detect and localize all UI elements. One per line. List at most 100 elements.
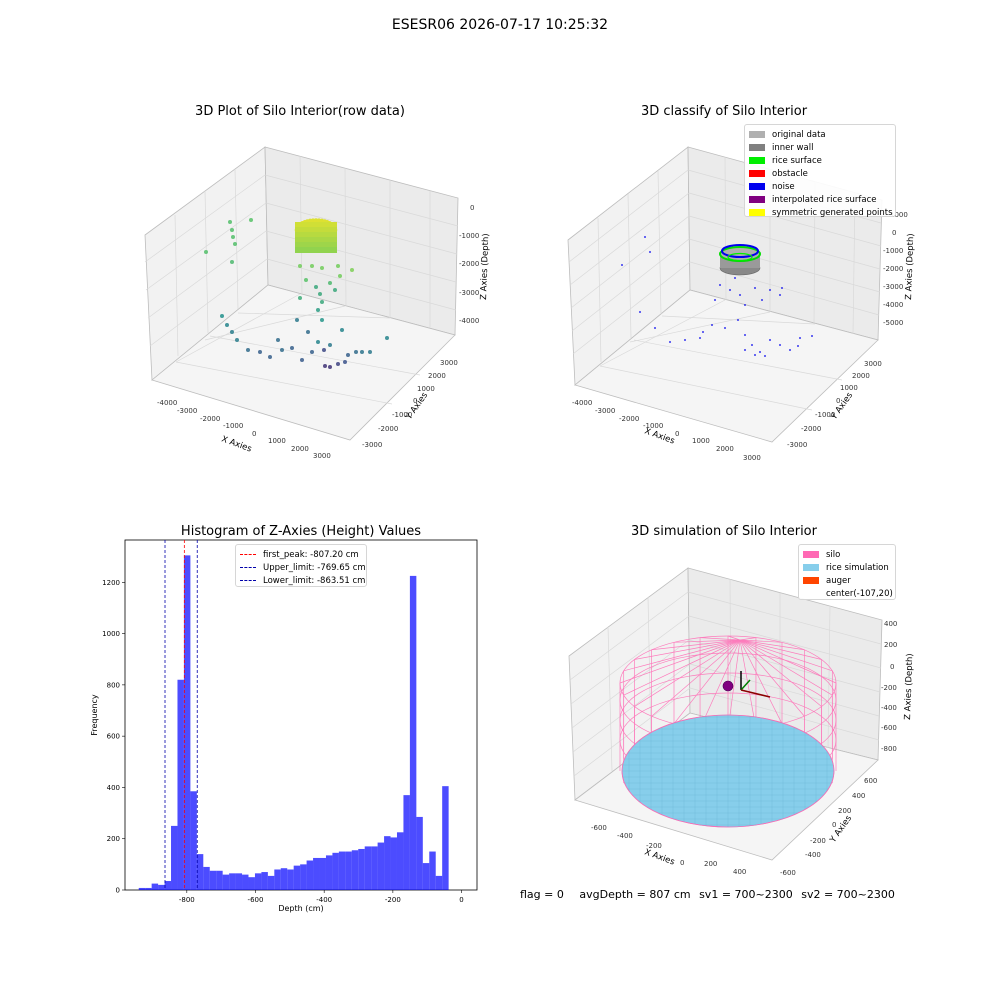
raw-point [230, 330, 234, 334]
noise-point [729, 289, 731, 291]
histogram-bar [300, 864, 307, 890]
noise-point [754, 287, 756, 289]
raw-point [230, 228, 234, 232]
raw-x-tick: 2000 [291, 445, 309, 453]
histogram-bar [429, 851, 436, 890]
y-tick-label: 0 [116, 887, 120, 895]
noise-point [702, 331, 704, 333]
classify-y-tick: 2000 [852, 372, 870, 380]
simulation-z-tick: -800 [881, 745, 897, 753]
legend-entry: rice simulation [803, 561, 889, 574]
simulation-legend: silo rice simulation auger center(-107,20) [798, 544, 896, 600]
noise-point [744, 349, 746, 351]
silo-wire [739, 639, 805, 717]
simulation-x-ticks: -600 -400 -200 0 200 400 [591, 824, 746, 876]
histogram-bar [190, 791, 197, 890]
raw-point [310, 264, 314, 268]
raw-point [220, 314, 224, 318]
raw-point [258, 350, 262, 354]
noise-point [759, 351, 761, 353]
legend-label: silo [826, 549, 841, 560]
noise-point [769, 289, 771, 291]
histogram-bar [416, 816, 423, 890]
simulation-z-tick: -400 [881, 704, 897, 712]
classify-y-ticks: -3000 -2000 -1000 0 1000 2000 3000 [787, 360, 882, 449]
raw-x-tick: 0 [252, 430, 256, 438]
silo-wire [739, 639, 783, 643]
silo-wire [673, 639, 741, 724]
legend-swatch [803, 590, 819, 597]
histogram-bar [158, 884, 165, 890]
legend-entry: original data [749, 128, 889, 141]
histogram-bar [403, 795, 410, 890]
simulation-x-tick: -200 [646, 842, 662, 850]
raw-point [298, 264, 302, 268]
raw-point [320, 300, 324, 304]
legend-label: original data [772, 129, 826, 140]
raw-point [310, 350, 314, 354]
classify-y-tick: 3000 [864, 360, 882, 368]
silo-wire [739, 639, 837, 684]
raw-point [306, 330, 310, 334]
x-tick-label: 0 [459, 896, 463, 904]
histogram-x-ticks: -800 -600 -400 -200 0 [179, 890, 464, 904]
classify-z-tick: -3000 [883, 283, 903, 291]
simulation-y-tick: 200 [838, 807, 851, 815]
legend-swatch [803, 577, 819, 584]
raw-y-tick: 2000 [428, 372, 446, 380]
simulation-x-tick: -600 [591, 824, 607, 832]
legend-entry: Lower_limit: -863.51 cm [240, 574, 365, 587]
histogram-bar [254, 873, 262, 890]
noise-point [737, 319, 739, 321]
raw-point [360, 350, 364, 354]
raw-point [320, 266, 324, 270]
legend-entry: obstacle [749, 167, 889, 180]
raw-point [346, 353, 350, 357]
classify-y-tick: -2000 [801, 425, 821, 433]
noise-point [779, 294, 781, 296]
silo-wire [623, 639, 741, 696]
histogram-legend: first_peak: -807.20 cm Upper_limit: -769.… [235, 544, 367, 587]
histogram-bar [396, 832, 404, 890]
raw-point [225, 323, 229, 327]
histogram-bar [319, 857, 326, 890]
classify-x-tick: -4000 [572, 399, 592, 407]
raw-x-tick: -3000 [177, 407, 197, 415]
histogram-bar [261, 872, 268, 890]
classify-x-tick: 2000 [716, 445, 734, 453]
histogram-bar [422, 863, 430, 890]
raw-point [249, 218, 253, 222]
silo-wire [651, 639, 741, 651]
noise-point [719, 284, 721, 286]
histogram-bar [145, 887, 152, 890]
histogram-bar [287, 869, 294, 890]
histogram-bar [203, 866, 210, 890]
status-line: flag = 0 avgDepth = 807 cm sv1 = 700~230… [520, 888, 907, 901]
legend-swatch [240, 554, 256, 555]
raw-point [276, 338, 280, 342]
classify-y-tick: 1000 [840, 384, 858, 392]
status-sv2: sv2 = 700~2300 [801, 888, 895, 901]
x-tick-label: -200 [385, 896, 401, 904]
y-tick-label: 400 [107, 784, 120, 792]
histogram-bar [442, 786, 449, 890]
noise-point [744, 304, 746, 306]
raw-point [338, 274, 342, 278]
classify-noise-points [621, 236, 813, 357]
raw-point [320, 318, 324, 322]
silo-wire [739, 639, 833, 672]
histogram-bar [377, 842, 385, 890]
raw-point [204, 250, 208, 254]
histogram-bar [293, 865, 301, 890]
legend-entry: noise [749, 180, 889, 193]
legend-label: interpolated rice surface [772, 194, 877, 205]
raw-point [368, 350, 372, 354]
silo-wire [739, 639, 757, 729]
raw-point [295, 222, 337, 228]
raw-y-ticks: -3000 -2000 -1000 0 1000 2000 3000 [362, 359, 458, 449]
noise-point [769, 339, 771, 341]
silo-wire [739, 639, 783, 724]
legend-swatch [749, 144, 765, 151]
histogram-bar [313, 857, 320, 890]
classify-x-tick: 3000 [743, 454, 761, 462]
